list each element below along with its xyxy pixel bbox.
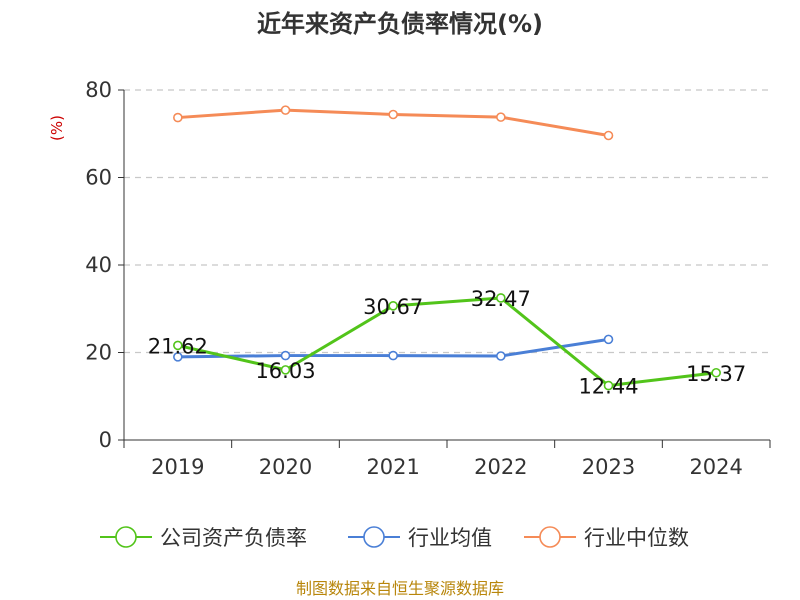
data-point — [173, 340, 183, 351]
data-point — [280, 350, 291, 361]
y-tick-label: 60 — [85, 166, 112, 190]
x-tick-label: 2020 — [259, 455, 312, 479]
legend-label: 行业均值 — [408, 526, 492, 550]
data-point — [496, 351, 506, 361]
y-tick-label: 40 — [85, 253, 112, 277]
data-point — [280, 365, 291, 375]
legend-swatch-marker — [539, 526, 561, 548]
data-point — [388, 109, 398, 120]
data-point — [496, 293, 506, 303]
data-point — [280, 105, 291, 115]
series-line-0 — [177, 296, 717, 388]
data-label: 12.44 — [578, 375, 638, 399]
x-tick-label: 2023 — [582, 455, 635, 479]
data-label: 16.03 — [255, 359, 315, 383]
data-label: 32.47 — [471, 287, 531, 311]
series-layer — [173, 105, 721, 391]
data-point — [173, 352, 183, 362]
data-label: 15.37 — [686, 362, 746, 386]
legend-label: 公司资产负债率 — [160, 526, 307, 550]
legend-item: 行业均值 — [348, 526, 492, 550]
legend-item: 公司资产负债率 — [100, 526, 307, 550]
legend-label: 行业中位数 — [584, 526, 689, 550]
y-tick-label: 20 — [85, 341, 112, 365]
data-point — [496, 112, 506, 122]
legend-swatch-marker — [115, 526, 137, 548]
legend: 公司资产负债率 行业均值 行业中位数 — [100, 526, 689, 550]
data-point — [711, 367, 721, 378]
data-point — [173, 112, 183, 123]
legend-item: 行业中位数 — [524, 526, 689, 550]
grid — [124, 89, 770, 354]
x-tick-label: 2022 — [474, 455, 527, 479]
source-note: 制图数据来自恒生聚源数据库 — [296, 579, 504, 598]
axes: 0 20 40 60 80 2019 2020 2021 2022 2023 2024 — [85, 78, 771, 479]
y-axis-unit: (%) — [48, 115, 66, 141]
data-point — [388, 350, 398, 361]
data-point — [603, 334, 614, 345]
y-tick-label: 0 — [99, 428, 112, 452]
data-point — [603, 130, 614, 141]
data-point — [603, 380, 614, 391]
data-labels: 21.62 16.03 30.67 32.47 12.44 15.37 — [148, 287, 746, 399]
legend-swatch-marker — [363, 526, 385, 548]
data-label: 21.62 — [148, 334, 208, 358]
chart-title: 近年来资产负债率情况(%) — [257, 10, 543, 38]
data-label: 30.67 — [363, 295, 423, 319]
x-tick-label: 2021 — [366, 455, 419, 479]
x-tick-label: 2019 — [151, 455, 204, 479]
data-point — [388, 301, 398, 311]
x-tick-label: 2024 — [689, 455, 742, 479]
y-tick-label: 80 — [85, 78, 112, 102]
